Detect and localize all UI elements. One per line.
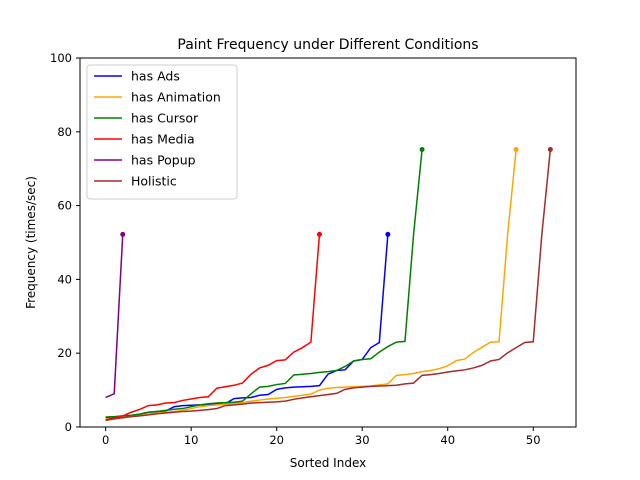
chart-title: Paint Frequency under Different Conditio…	[177, 37, 478, 53]
legend-label-3: has Media	[131, 132, 195, 147]
x-tick-label: 10	[184, 433, 199, 447]
series-line-3	[105, 234, 321, 421]
series-endpoint-4	[120, 231, 126, 237]
axis-ticks: 0 10 20 30 40 50 0 20 40 60 80 100	[50, 51, 541, 447]
series-endpoint-2	[419, 147, 425, 153]
legend-label-5: Holistic	[131, 174, 177, 189]
legend-label-0: has Ads	[131, 69, 180, 84]
x-axis-label: Sorted Index	[290, 456, 366, 470]
x-tick-label: 30	[355, 433, 370, 447]
x-tick-label: 0	[102, 433, 109, 447]
y-tick-label: 40	[57, 272, 72, 286]
axes-frame	[79, 57, 577, 428]
series-endpoint-0	[385, 231, 391, 237]
plot-area	[105, 147, 553, 422]
y-tick-label: 80	[57, 125, 72, 139]
legend-label-4: has Popup	[131, 153, 196, 168]
y-tick-label: 60	[57, 199, 72, 213]
y-tick-label: 100	[50, 51, 72, 65]
y-axis-label: Frequency (times/sec)	[24, 176, 38, 309]
legend-label-2: has Cursor	[131, 111, 199, 126]
x-tick-label: 40	[440, 433, 455, 447]
x-tick-label: 20	[269, 433, 284, 447]
legend-label-1: has Animation	[131, 90, 221, 105]
series-endpoint-5	[547, 147, 553, 153]
series-line-2	[105, 149, 423, 418]
legend-box	[86, 64, 238, 200]
series-endpoint-1	[513, 147, 519, 153]
y-tick-label: 20	[57, 346, 72, 360]
series-line-4	[105, 234, 124, 399]
y-tick-label: 0	[65, 420, 72, 434]
x-tick-label: 50	[526, 433, 541, 447]
series-line-5	[105, 149, 552, 422]
legend: has Ads has Animation has Cursor has Media h…	[86, 64, 238, 200]
series-endpoint-3	[316, 231, 322, 237]
